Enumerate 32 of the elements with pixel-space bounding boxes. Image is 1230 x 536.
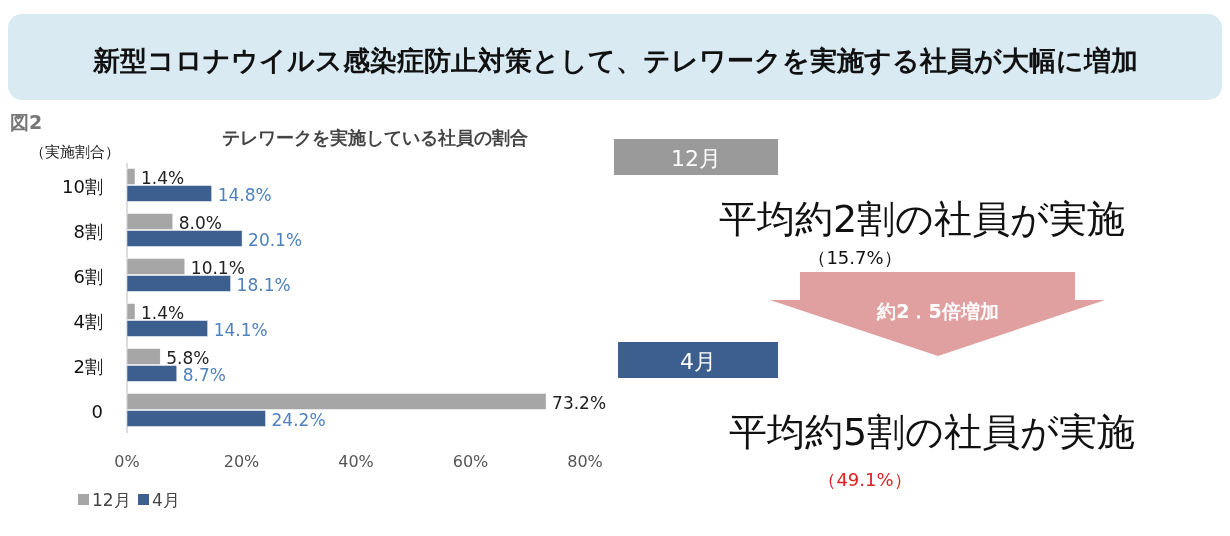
y-tick-label: 2割 [73,355,103,377]
caption: 図2 [10,111,43,133]
y-tick-label: 0 [91,400,103,422]
data-label: 24.2% [271,409,326,430]
text: 約2．5倍増加 [876,300,999,322]
y-axis-title: （実施割合） [30,143,120,161]
text: （49.1%） [818,469,912,490]
x-tick-label: 40% [338,452,374,471]
data-label: 14.1% [213,319,268,340]
y-tick-label: 8割 [73,220,103,242]
chart-title: テレワークを実施している社員の割合 [222,127,528,148]
text: 新型コロナウイルス感染症防止対策として、テレワークを実施する社員が大幅に増加 [91,45,1138,76]
text: 平均約5割の社員が実施 [728,410,1136,454]
data-label: 73.2% [552,392,607,413]
legend-label: 12月 [92,490,131,510]
data-label: 20.1% [248,229,303,250]
x-tick-label: 0% [114,452,140,471]
data-label: 1.4% [141,302,185,323]
x-tick-label: 20% [223,452,260,471]
text: 4月 [680,349,716,374]
x-tick-label: 60% [452,452,489,471]
y-tick-label: 4割 [73,310,103,332]
y-tick-label: 10割 [62,175,103,197]
data-label: 8.0% [178,212,222,233]
text: 12月 [671,146,721,171]
data-label: 1.4% [141,167,185,188]
x-tick-label: 80% [567,452,603,471]
data-label: 14.8% [217,184,272,205]
legend-label: 4月 [152,490,180,510]
y-tick-label: 6割 [73,265,103,287]
text: 平均約2割の社員が実施 [718,197,1126,241]
text: （15.7%） [808,247,902,268]
